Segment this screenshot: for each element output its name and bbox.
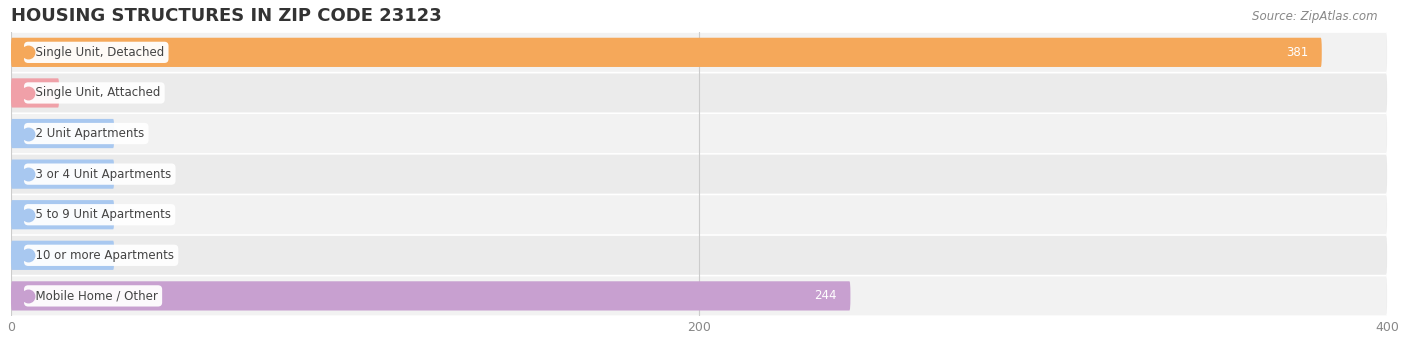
FancyBboxPatch shape [11, 241, 114, 270]
Text: 0: 0 [128, 168, 135, 181]
Text: 10 or more Apartments: 10 or more Apartments [28, 249, 174, 262]
FancyBboxPatch shape [11, 154, 1388, 194]
FancyBboxPatch shape [11, 195, 1388, 234]
FancyBboxPatch shape [11, 160, 114, 189]
Text: Single Unit, Attached: Single Unit, Attached [28, 86, 160, 100]
Text: HOUSING STRUCTURES IN ZIP CODE 23123: HOUSING STRUCTURES IN ZIP CODE 23123 [11, 7, 441, 25]
FancyBboxPatch shape [11, 236, 1388, 275]
Text: 0: 0 [128, 249, 135, 262]
FancyBboxPatch shape [11, 114, 1388, 153]
FancyBboxPatch shape [11, 200, 114, 229]
Text: 2 Unit Apartments: 2 Unit Apartments [28, 127, 145, 140]
FancyBboxPatch shape [11, 78, 59, 107]
Text: 5 to 9 Unit Apartments: 5 to 9 Unit Apartments [28, 208, 172, 221]
Text: 244: 244 [814, 290, 837, 302]
FancyBboxPatch shape [11, 38, 1322, 67]
Text: 3 or 4 Unit Apartments: 3 or 4 Unit Apartments [28, 168, 172, 181]
FancyBboxPatch shape [11, 33, 1388, 72]
Text: 0: 0 [128, 208, 135, 221]
Text: 0: 0 [128, 127, 135, 140]
FancyBboxPatch shape [11, 73, 1388, 113]
Text: Single Unit, Detached: Single Unit, Detached [28, 46, 165, 59]
Text: Source: ZipAtlas.com: Source: ZipAtlas.com [1253, 10, 1378, 23]
FancyBboxPatch shape [11, 119, 114, 148]
Text: 14: 14 [73, 86, 87, 100]
FancyBboxPatch shape [11, 281, 851, 311]
FancyBboxPatch shape [11, 277, 1388, 315]
Text: Mobile Home / Other: Mobile Home / Other [28, 290, 157, 302]
Text: 381: 381 [1285, 46, 1308, 59]
